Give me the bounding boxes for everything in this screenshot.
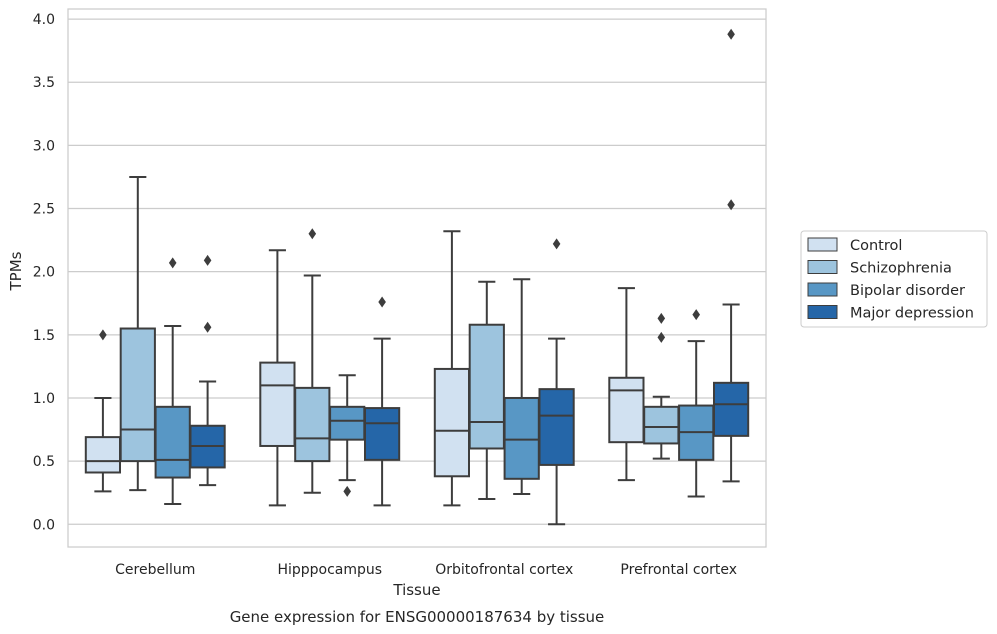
- box-iqr: [608, 376, 645, 444]
- legend: Control Schizophrenia Bipolar disorder Majo…: [800, 230, 988, 328]
- box-group: [84, 175, 226, 506]
- box-iqr: [433, 367, 471, 478]
- legend-swatch: [807, 305, 838, 319]
- box: [329, 374, 366, 497]
- y-tick-label: 0.0: [33, 517, 55, 533]
- box-iqr: [294, 386, 331, 463]
- outlier: [657, 331, 666, 343]
- box-iqr: [643, 405, 680, 445]
- y-tick-label: 0.5: [33, 454, 55, 470]
- legend-swatch: [807, 237, 838, 252]
- box: [363, 296, 401, 507]
- y-tick-label: 3.0: [33, 138, 55, 154]
- box-iqr: [363, 407, 401, 461]
- box-iqr: [503, 396, 540, 480]
- y-tick-label: 2.5: [33, 202, 55, 218]
- y-tick-label: 2.0: [33, 265, 55, 281]
- y-axis-label: TPMs: [7, 251, 25, 291]
- box: [678, 309, 715, 498]
- box-group: [608, 28, 750, 498]
- outlier: [203, 321, 212, 333]
- y-tick-label: 1.0: [33, 391, 55, 407]
- box-iqr: [84, 436, 122, 474]
- legend-label: Control: [850, 238, 902, 254]
- box-iqr: [329, 405, 366, 441]
- y-tick-label: 3.5: [33, 75, 55, 91]
- x-tick-labels: Cerebellum Hipppocampus Orbitofrontal cort…: [115, 562, 737, 578]
- x-axis-label: Tissue: [392, 581, 440, 599]
- box-iqr: [538, 388, 575, 466]
- x-tick-label: Orbitofrontal cortex: [435, 562, 573, 578]
- outlier: [657, 312, 666, 324]
- outlier: [203, 254, 212, 266]
- box: [468, 280, 505, 501]
- outlier: [692, 309, 700, 321]
- legend-label: Bipolar disorder: [850, 283, 965, 299]
- legend-swatch: [807, 260, 838, 274]
- box: [712, 28, 750, 483]
- outlier: [99, 329, 107, 341]
- legend-label: Schizophrenia: [850, 261, 952, 277]
- outlier: [308, 228, 317, 240]
- box: [643, 312, 680, 460]
- outlier: [168, 257, 177, 269]
- box: [119, 175, 156, 492]
- box: [84, 329, 122, 493]
- box: [608, 287, 645, 482]
- box: [189, 254, 226, 487]
- box: [503, 278, 540, 495]
- box: [259, 249, 296, 507]
- legend-swatch: [807, 282, 838, 297]
- outlier: [727, 28, 735, 40]
- box-group: [259, 228, 401, 507]
- legend-frame: [800, 230, 988, 328]
- x-tick-label: Cerebellum: [115, 562, 195, 578]
- x-tick-label: Prefrontal cortex: [620, 562, 737, 578]
- box: [433, 230, 471, 507]
- box-iqr: [119, 327, 156, 463]
- outlier: [343, 485, 351, 497]
- box-iqr: [259, 361, 296, 447]
- y-tick-labels: 0.0 0.5 1.0 1.5 2.0 2.5 3.0 3.5 4.0: [33, 12, 55, 533]
- box: [294, 228, 331, 494]
- y-tick-label: 4.0: [33, 12, 55, 28]
- y-tick-label: 1.5: [33, 328, 55, 344]
- chart-caption: Gene expression for ENSG00000187634 by t…: [230, 608, 605, 626]
- legend-label: Major depression: [850, 306, 974, 322]
- box-group: [433, 230, 575, 526]
- plot-frame: [67, 8, 767, 548]
- box: [538, 238, 575, 526]
- x-tick-label: Hipppocampus: [277, 562, 382, 578]
- box-iqr: [712, 381, 750, 437]
- box-iqr: [154, 405, 191, 479]
- box: [154, 257, 191, 506]
- box-iqr: [468, 323, 505, 450]
- outlier: [378, 296, 386, 308]
- outlier: [552, 238, 561, 250]
- box-groups: [84, 28, 750, 526]
- outlier: [727, 199, 735, 211]
